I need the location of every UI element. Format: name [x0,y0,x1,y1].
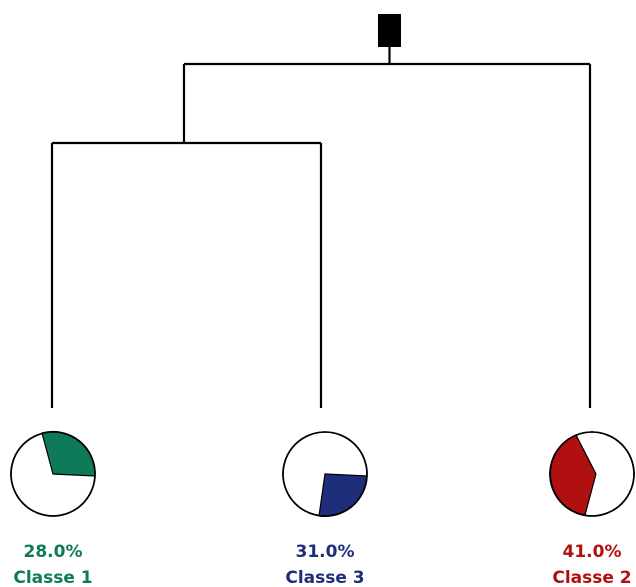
leaf-classe-1: 28.0% Classe 1 [10,430,96,587]
tree-branches [50,47,592,408]
leaf-classe-3: 31.0% Classe 3 [282,431,368,587]
pie-outline [10,431,96,517]
root-node [378,14,401,47]
leaf-label: Classe 2 [552,568,631,587]
pie-slice-divider [575,434,597,516]
leaf-percent: 31.0% [296,542,355,562]
pie-slice [318,473,368,518]
leaf-classe-2: 41.0% Classe 2 [549,431,635,587]
leaf-label: Classe 3 [285,568,364,587]
pie-outline [549,431,635,517]
pie-slice-edge [576,435,596,515]
pie-outline [282,431,368,517]
leaf-percent: 28.0% [24,542,83,562]
leaf-label: Classe 1 [13,568,92,587]
leaf-percent: 41.0% [563,542,622,562]
